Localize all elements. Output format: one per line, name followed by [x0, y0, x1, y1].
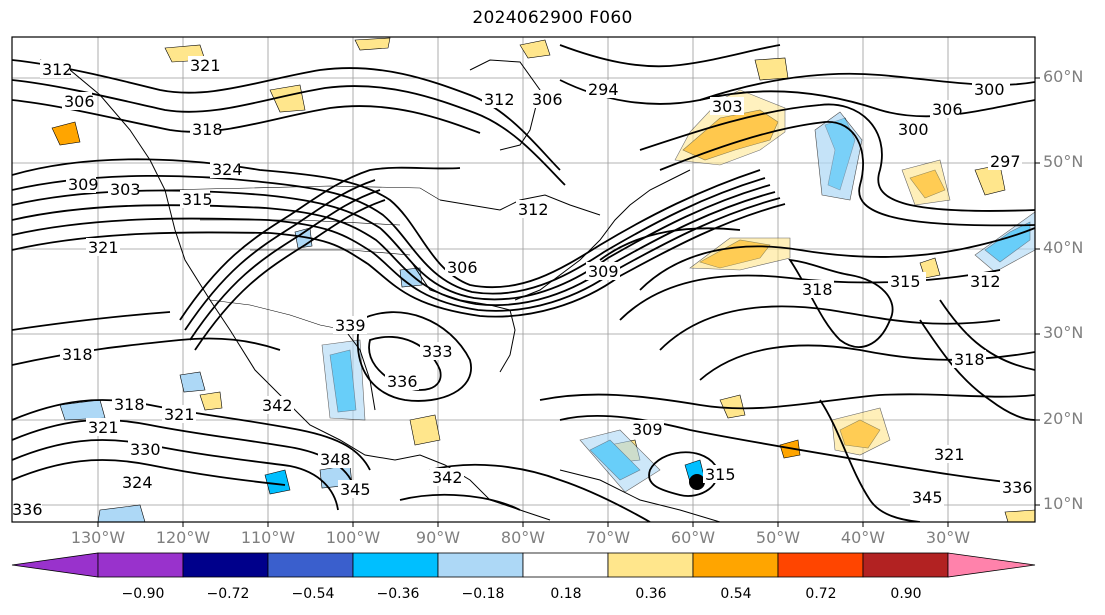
map-title: 2024062900 F060 — [472, 8, 633, 28]
colorbar-tick-label: 0.18 — [550, 586, 582, 602]
contour-label: 324 — [122, 473, 153, 492]
contour-label: 336 — [1002, 478, 1033, 497]
contour-label: 321 — [190, 56, 221, 75]
contour-label: 294 — [588, 80, 619, 99]
low-center-marker — [689, 474, 705, 490]
colorbar-tick-label: 0.36 — [635, 586, 667, 602]
contour-label: 303 — [712, 97, 743, 116]
contour-label: 336 — [12, 500, 43, 519]
contour-label: 345 — [912, 488, 943, 507]
lon-label: 50°W — [755, 528, 801, 547]
colorbar-tick-label: −0.90 — [121, 586, 165, 602]
colorbar-segment — [607, 552, 694, 578]
contour-label: 315 — [890, 272, 921, 291]
colorbar-segment — [947, 552, 1036, 578]
contour-label: 342 — [262, 396, 293, 415]
contour-label: 312 — [518, 200, 549, 219]
contour-label: 336 — [387, 372, 418, 391]
lon-label: 90°W — [415, 528, 461, 547]
lon-label: 60°W — [670, 528, 716, 547]
lon-label: 70°W — [585, 528, 631, 547]
contour-label: 297 — [990, 152, 1021, 171]
colorbar-segment — [437, 552, 524, 578]
lon-label: 80°W — [500, 528, 546, 547]
colorbar-segment — [352, 552, 439, 578]
contour-label: 321 — [934, 445, 965, 464]
colorbar-tick-label: 0.72 — [805, 586, 837, 602]
contour-label: 309 — [588, 262, 619, 281]
axis-ticks — [97, 77, 1040, 527]
contour-label: 330 — [130, 440, 161, 459]
colorbar-segment — [182, 552, 269, 578]
lon-label: 120°W — [155, 528, 211, 547]
contour-label: 339 — [335, 316, 366, 335]
lon-label: 100°W — [325, 528, 381, 547]
contour-label: 309 — [68, 175, 99, 194]
height-contours — [12, 44, 1035, 522]
colorbar-segment — [11, 552, 99, 578]
lat-label: 60°N — [1043, 67, 1084, 86]
contour-label: 318 — [802, 280, 833, 299]
colorbar-segment — [692, 552, 779, 578]
lon-label: 30°W — [925, 528, 971, 547]
colorbar-tick-label: −0.72 — [206, 586, 250, 602]
colorbar-segment — [777, 552, 864, 578]
colorbar-segment — [267, 552, 354, 578]
lon-label: 110°W — [240, 528, 296, 547]
contour-label: 306 — [932, 100, 963, 119]
lat-label: 50°N — [1043, 152, 1084, 171]
contour-label: 303 — [110, 180, 141, 199]
contour-label: 312 — [484, 90, 515, 109]
contour-label: 321 — [88, 238, 119, 257]
colorbar-tick-label: −0.18 — [461, 586, 505, 602]
contour-label: 318 — [192, 120, 223, 139]
negative-anomaly-fill — [59, 111, 1035, 522]
lon-label: 40°W — [840, 528, 886, 547]
lat-label: 10°N — [1043, 494, 1084, 513]
contour-label: 300 — [898, 120, 929, 139]
contour-label: 312 — [970, 272, 1001, 291]
contour-label: 321 — [164, 405, 195, 424]
positive-anomaly-fill — [51, 37, 1035, 522]
contour-label: 324 — [212, 160, 243, 179]
contour-labels: 321 312 306 318 324 309 303 315 321 318 … — [12, 56, 1035, 519]
colorbar-tick-label: −0.54 — [291, 586, 335, 602]
contour-label: 306 — [447, 258, 478, 277]
colorbar-segment — [97, 552, 184, 578]
colorbar-tick-label: 0.90 — [890, 586, 922, 602]
contour-label: 315 — [705, 465, 736, 484]
lat-label: 40°N — [1043, 238, 1084, 257]
contour-label: 348 — [320, 450, 351, 469]
colorbar-segment — [522, 552, 609, 578]
contour-label: 342 — [432, 468, 463, 487]
contour-label: 312 — [42, 60, 73, 79]
contour-label: 306 — [532, 90, 563, 109]
contour-label: 300 — [974, 80, 1005, 99]
lat-label: 30°N — [1043, 323, 1084, 342]
contour-label: 315 — [182, 190, 213, 209]
colorbar — [11, 552, 1036, 578]
contour-label: 306 — [64, 92, 95, 111]
lon-label: 130°W — [70, 528, 126, 547]
lat-label: 20°N — [1043, 409, 1084, 428]
contour-label: 318 — [114, 395, 145, 414]
contour-label: 333 — [422, 342, 453, 361]
contour-label: 321 — [88, 418, 119, 437]
colorbar-tick-label: −0.36 — [376, 586, 420, 602]
contour-label: 318 — [62, 345, 93, 364]
colorbar-segment — [862, 552, 949, 578]
contour-label: 345 — [340, 480, 371, 499]
colorbar-tick-label: 0.54 — [720, 586, 752, 602]
contour-label: 309 — [632, 420, 663, 439]
contour-label: 318 — [954, 350, 985, 369]
